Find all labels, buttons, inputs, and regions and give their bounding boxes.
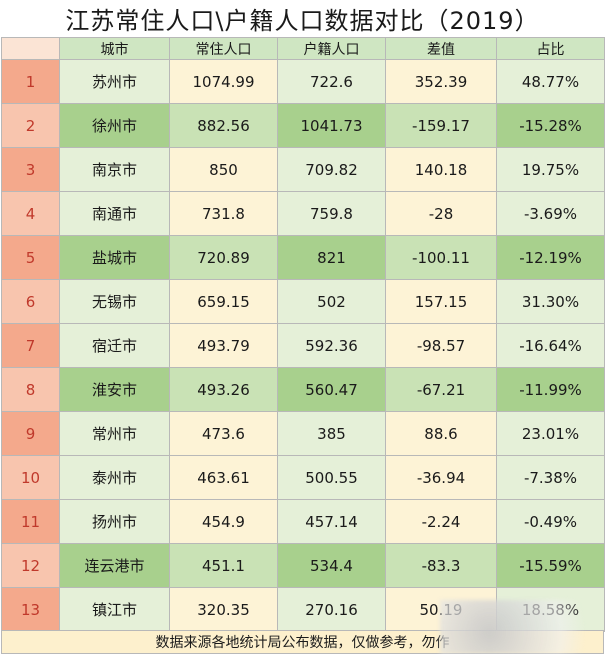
registered-cell: 500.55: [277, 455, 386, 500]
resident-cell: 473.6: [169, 411, 278, 456]
resident-cell: 731.8: [169, 191, 278, 236]
diff-cell: -28: [385, 191, 497, 236]
resident-cell: 493.26: [169, 367, 278, 412]
ratio-cell: 19.75%: [496, 147, 605, 192]
resident-cell: 451.1: [169, 543, 278, 588]
table-row: 2 徐州市 882.56 1041.73 -159.17 -15.28%: [1, 103, 605, 148]
ratio-cell: -16.64%: [496, 323, 605, 368]
table-row: 7 宿迁市 493.79 592.36 -98.57 -16.64%: [1, 323, 605, 368]
resident-cell: 720.89: [169, 235, 278, 280]
header-ratio: 占比: [496, 37, 605, 60]
resident-cell: 882.56: [169, 103, 278, 148]
ratio-cell: -3.69%: [496, 191, 605, 236]
resident-cell: 454.9: [169, 499, 278, 544]
diff-cell: 140.18: [385, 147, 497, 192]
city-cell: 宿迁市: [59, 323, 170, 368]
header-index: [1, 37, 60, 60]
registered-cell: 759.8: [277, 191, 386, 236]
city-cell: 南通市: [59, 191, 170, 236]
ratio-cell: -0.49%: [496, 499, 605, 544]
row-index: 7: [1, 323, 60, 368]
city-cell: 扬州市: [59, 499, 170, 544]
row-index: 4: [1, 191, 60, 236]
diff-cell: -100.11: [385, 235, 497, 280]
city-cell: 徐州市: [59, 103, 170, 148]
registered-cell: 821: [277, 235, 386, 280]
row-index: 5: [1, 235, 60, 280]
row-index: 1: [1, 59, 60, 104]
city-cell: 南京市: [59, 147, 170, 192]
row-index: 8: [1, 367, 60, 412]
resident-cell: 659.15: [169, 279, 278, 324]
city-cell: 镇江市: [59, 587, 170, 632]
city-cell: 常州市: [59, 411, 170, 456]
registered-cell: 1041.73: [277, 103, 386, 148]
ratio-cell: 48.77%: [496, 59, 605, 104]
table-row: 1 苏州市 1074.99 722.6 352.39 48.77%: [1, 59, 605, 104]
table-row: 12 连云港市 451.1 534.4 -83.3 -15.59%: [1, 543, 605, 588]
registered-cell: 709.82: [277, 147, 386, 192]
city-cell: 连云港市: [59, 543, 170, 588]
header-registered: 户籍人口: [277, 37, 386, 60]
registered-cell: 457.14: [277, 499, 386, 544]
row-index: 12: [1, 543, 60, 588]
diff-cell: 352.39: [385, 59, 497, 104]
row-index: 10: [1, 455, 60, 500]
registered-cell: 722.6: [277, 59, 386, 104]
population-table: 城市 常住人口 户籍人口 差值 占比 1 苏州市 1074.99 722.6 352.3…: [1, 37, 605, 632]
row-index: 9: [1, 411, 60, 456]
header-city: 城市: [59, 37, 170, 60]
city-cell: 淮安市: [59, 367, 170, 412]
row-index: 6: [1, 279, 60, 324]
table-row: 3 南京市 850 709.82 140.18 19.75%: [1, 147, 605, 192]
ratio-cell: -15.59%: [496, 543, 605, 588]
table-row: 10 泰州市 463.61 500.55 -36.94 -7.38%: [1, 455, 605, 500]
table-row: 5 盐城市 720.89 821 -100.11 -12.19%: [1, 235, 605, 280]
header-diff: 差值: [385, 37, 497, 60]
registered-cell: 270.16: [277, 587, 386, 632]
watermark-blur: [440, 600, 605, 654]
table-row: 11 扬州市 454.9 457.14 -2.24 -0.49%: [1, 499, 605, 544]
city-cell: 盐城市: [59, 235, 170, 280]
diff-cell: -36.94: [385, 455, 497, 500]
registered-cell: 534.4: [277, 543, 386, 588]
table-row: 6 无锡市 659.15 502 157.15 31.30%: [1, 279, 605, 324]
row-index: 2: [1, 103, 60, 148]
city-cell: 苏州市: [59, 59, 170, 104]
row-index: 3: [1, 147, 60, 192]
resident-cell: 850: [169, 147, 278, 192]
ratio-cell: 23.01%: [496, 411, 605, 456]
resident-cell: 463.61: [169, 455, 278, 500]
diff-cell: 157.15: [385, 279, 497, 324]
registered-cell: 592.36: [277, 323, 386, 368]
city-cell: 泰州市: [59, 455, 170, 500]
registered-cell: 502: [277, 279, 386, 324]
ratio-cell: -11.99%: [496, 367, 605, 412]
row-index: 11: [1, 499, 60, 544]
ratio-cell: -12.19%: [496, 235, 605, 280]
city-cell: 无锡市: [59, 279, 170, 324]
diff-cell: -83.3: [385, 543, 497, 588]
diff-cell: 88.6: [385, 411, 497, 456]
registered-cell: 385: [277, 411, 386, 456]
ratio-cell: -15.28%: [496, 103, 605, 148]
diff-cell: -2.24: [385, 499, 497, 544]
header-resident: 常住人口: [169, 37, 278, 60]
header-row: 城市 常住人口 户籍人口 差值 占比: [1, 37, 605, 60]
diff-cell: -159.17: [385, 103, 497, 148]
row-index: 13: [1, 587, 60, 632]
resident-cell: 320.35: [169, 587, 278, 632]
table-row: 9 常州市 473.6 385 88.6 23.01%: [1, 411, 605, 456]
table-row: 8 淮安市 493.26 560.47 -67.21 -11.99%: [1, 367, 605, 412]
table-row: 4 南通市 731.8 759.8 -28 -3.69%: [1, 191, 605, 236]
diff-cell: -98.57: [385, 323, 497, 368]
table-title: 江苏常住人口\户籍人口数据对比（2019）: [0, 0, 605, 37]
diff-cell: -67.21: [385, 367, 497, 412]
resident-cell: 1074.99: [169, 59, 278, 104]
resident-cell: 493.79: [169, 323, 278, 368]
ratio-cell: 31.30%: [496, 279, 605, 324]
registered-cell: 560.47: [277, 367, 386, 412]
ratio-cell: -7.38%: [496, 455, 605, 500]
